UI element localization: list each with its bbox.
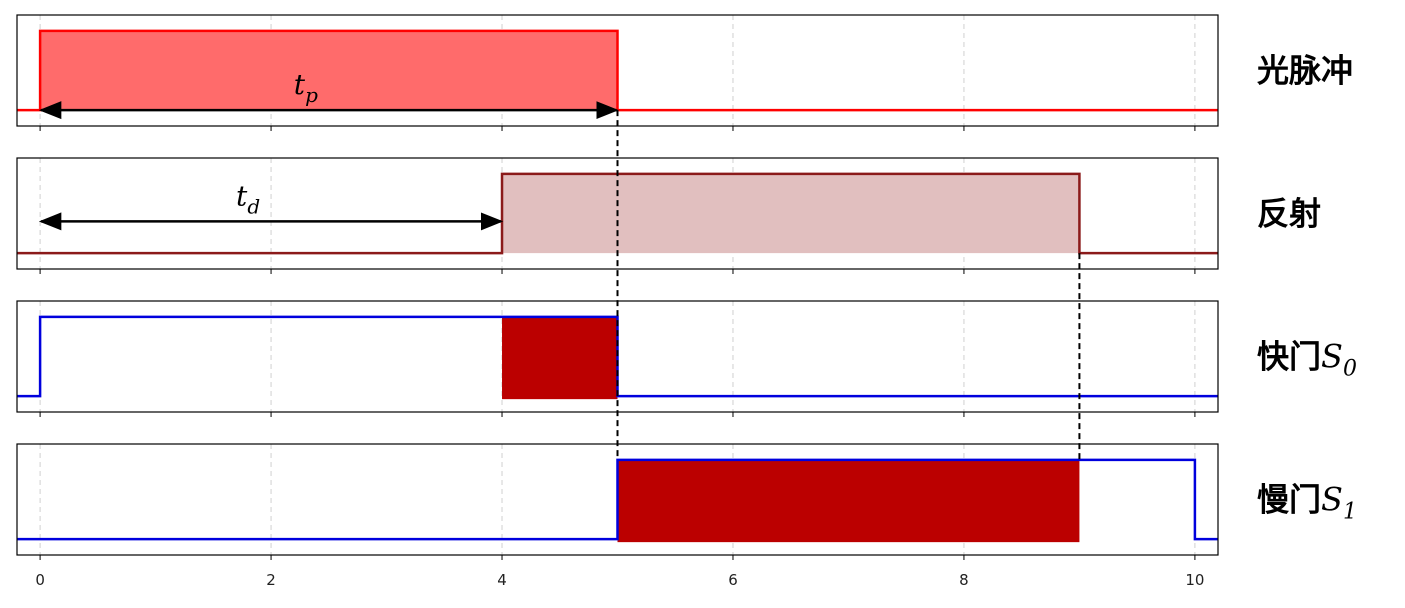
panel-label-text: 快门: [1257, 338, 1321, 376]
duration-label: td: [236, 179, 260, 218]
duration-symbol: t: [236, 179, 248, 212]
panel-label: 慢门S1: [1257, 481, 1357, 525]
signal-line: [17, 458, 1218, 541]
duration-subscript: p: [305, 83, 318, 107]
overlap-region: [502, 316, 618, 400]
panel-label: 反射: [1257, 195, 1321, 233]
signal-line: [17, 29, 1218, 112]
duration-symbol: t: [294, 68, 306, 101]
panel-label-subscript: 0: [1343, 357, 1357, 382]
panel-label-text: 慢门: [1257, 481, 1321, 519]
panel-label-text: 光脉冲: [1257, 52, 1353, 90]
duration-subscript: d: [247, 194, 260, 218]
panel-label: 光脉冲: [1257, 52, 1353, 90]
duration-label: tp: [294, 68, 318, 107]
x-tick-label: 4: [497, 571, 507, 589]
panel-label-symbol: S: [1321, 481, 1343, 519]
panel-label-subscript: 1: [1343, 500, 1357, 525]
panel-label-text: 反射: [1257, 195, 1321, 233]
x-tick-label: 6: [728, 571, 738, 589]
overlap-region: [617, 459, 1080, 543]
x-tick-label: 10: [1185, 571, 1204, 589]
x-tick-label: 0: [35, 571, 45, 589]
panel-frame: [16, 157, 1219, 270]
x-tick-label: 2: [266, 571, 276, 589]
panel-label-symbol: S: [1321, 338, 1343, 376]
signal-line: [17, 315, 1218, 398]
signal-line: [17, 172, 1218, 255]
x-tick-label: 8: [959, 571, 969, 589]
panel-label: 快门S0: [1257, 338, 1357, 382]
